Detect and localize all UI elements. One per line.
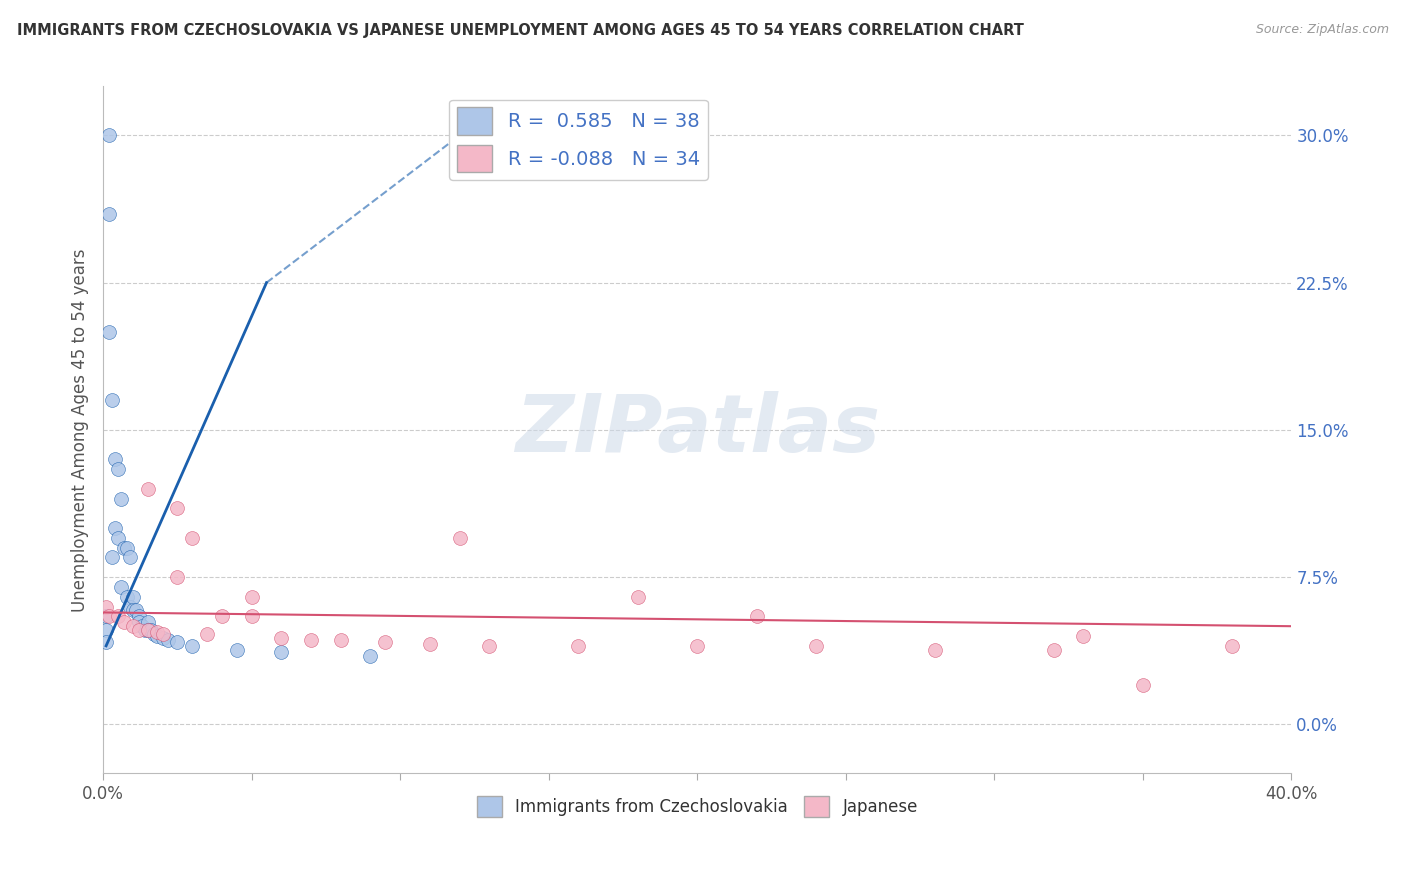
Point	[142, 627, 165, 641]
Point	[112, 541, 135, 555]
Point	[115, 590, 138, 604]
Text: ZIPatlas: ZIPatlas	[515, 391, 880, 469]
Point	[145, 629, 167, 643]
Point	[98, 128, 121, 143]
Point	[136, 623, 159, 637]
Point	[128, 609, 150, 624]
Point	[478, 639, 501, 653]
Point	[225, 642, 247, 657]
Point	[359, 648, 381, 663]
Point	[136, 482, 159, 496]
Text: IMMIGRANTS FROM CZECHOSLOVAKIA VS JAPANESE UNEMPLOYMENT AMONG AGES 45 TO 54 YEAR: IMMIGRANTS FROM CZECHOSLOVAKIA VS JAPANE…	[17, 23, 1024, 38]
Point	[121, 603, 143, 617]
Point	[270, 631, 292, 645]
Point	[115, 541, 138, 555]
Point	[211, 609, 233, 624]
Point	[567, 639, 589, 653]
Point	[101, 393, 124, 408]
Point	[145, 625, 167, 640]
Point	[1220, 639, 1243, 653]
Point	[627, 590, 650, 604]
Point	[1042, 642, 1064, 657]
Point	[98, 609, 121, 624]
Point	[107, 609, 129, 624]
Point	[804, 639, 827, 653]
Point	[157, 632, 180, 647]
Point	[121, 619, 143, 633]
Point	[299, 632, 322, 647]
Point	[104, 452, 127, 467]
Point	[139, 623, 162, 637]
Point	[166, 570, 188, 584]
Point	[131, 619, 153, 633]
Point	[94, 623, 117, 637]
Point	[121, 590, 143, 604]
Point	[240, 609, 263, 624]
Point	[136, 623, 159, 637]
Point	[329, 632, 352, 647]
Point	[94, 609, 117, 624]
Point	[419, 637, 441, 651]
Point	[104, 521, 127, 535]
Point	[686, 639, 709, 653]
Point	[270, 645, 292, 659]
Point	[112, 615, 135, 630]
Point	[128, 615, 150, 630]
Point	[128, 623, 150, 637]
Point	[152, 631, 174, 645]
Point	[94, 635, 117, 649]
Point	[166, 501, 188, 516]
Legend: Immigrants from Czechoslovakia, Japanese: Immigrants from Czechoslovakia, Japanese	[470, 789, 925, 823]
Point	[110, 491, 132, 506]
Point	[118, 550, 141, 565]
Y-axis label: Unemployment Among Ages 45 to 54 years: Unemployment Among Ages 45 to 54 years	[72, 248, 89, 612]
Point	[181, 531, 204, 545]
Point	[98, 325, 121, 339]
Point	[107, 462, 129, 476]
Point	[152, 627, 174, 641]
Point	[1073, 629, 1095, 643]
Point	[449, 531, 471, 545]
Point	[136, 615, 159, 630]
Point	[924, 642, 946, 657]
Point	[94, 599, 117, 614]
Point	[101, 550, 124, 565]
Point	[125, 603, 148, 617]
Point	[166, 635, 188, 649]
Text: Source: ZipAtlas.com: Source: ZipAtlas.com	[1256, 23, 1389, 37]
Point	[118, 599, 141, 614]
Point	[745, 609, 768, 624]
Point	[195, 627, 218, 641]
Point	[110, 580, 132, 594]
Point	[1132, 678, 1154, 692]
Point	[240, 590, 263, 604]
Point	[134, 623, 156, 637]
Point	[181, 639, 204, 653]
Point	[374, 635, 396, 649]
Point	[107, 531, 129, 545]
Point	[98, 207, 121, 221]
